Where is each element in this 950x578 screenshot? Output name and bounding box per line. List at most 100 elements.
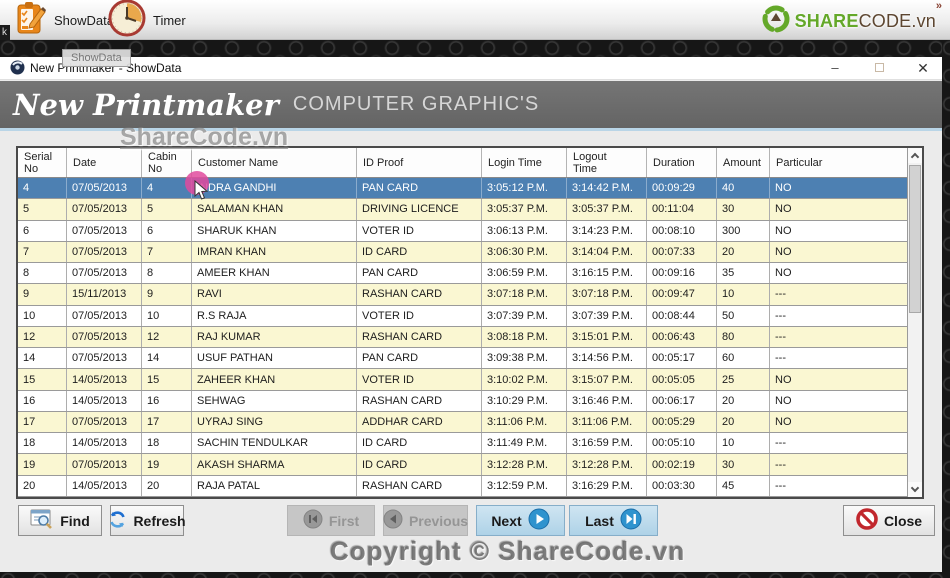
table-cell: 3:09:38 P.M.	[482, 348, 567, 369]
table-row[interactable]: 5 07/05/2013 5 SALAMAN KHAN DRIVING LICENCE 3…	[18, 199, 907, 221]
vertical-scrollbar[interactable]	[907, 148, 922, 497]
table-row[interactable]: 17 07/05/2013 17 UYRAJ SING ADDHAR CARD 3:11:…	[18, 411, 907, 434]
scroll-down-button[interactable]	[908, 482, 922, 497]
table-cell: 00:11:04	[647, 199, 717, 220]
chevron-down-icon	[910, 483, 920, 493]
column-header[interactable]: Amount	[717, 148, 770, 177]
next-button[interactable]: Next	[476, 505, 565, 536]
column-header[interactable]: ID Proof	[357, 148, 482, 177]
table-cell: 3:05:37 P.M.	[567, 199, 647, 220]
column-header[interactable]: Serial No	[18, 148, 67, 177]
table-cell: SEHWAG	[192, 390, 357, 411]
table-cell: 3:07:39 P.M.	[482, 305, 567, 326]
table-cell: 3:16:29 P.M.	[567, 475, 647, 496]
table-cell: ---	[775, 479, 786, 492]
table-cell: 15/11/2013	[67, 284, 142, 305]
column-header[interactable]: Login Time	[482, 148, 567, 177]
table-row[interactable]: 9 15/11/2013 9 RAVI RASHAN CARD 3:07:18 P.M. 3…	[18, 284, 907, 306]
previous-button[interactable]: Previous	[383, 505, 468, 536]
table-cell: ---	[775, 309, 786, 322]
app-banner: New Printmaker COMPUTER GRAPHIC'S	[0, 81, 942, 128]
last-button[interactable]: Last	[569, 505, 658, 536]
toolbar-overflow-chevrons[interactable]: »	[935, 0, 942, 12]
table-cell: 3:16:15 P.M.	[567, 263, 647, 284]
table-cell: 3:06:59 P.M.	[482, 263, 567, 284]
table-cell: 00:09:16	[647, 263, 717, 284]
window-close-button[interactable]: ✕	[917, 60, 929, 76]
toolbar-label-timer: Timer	[153, 12, 186, 28]
table-cell: ID CARD	[357, 454, 482, 475]
table-cell: 14/05/2013	[67, 390, 142, 411]
table-row[interactable]: 19 07/05/2013 19 AKASH SHARMA ID CARD 3:12:28…	[18, 454, 907, 476]
table-row[interactable]: 8 07/05/2013 8 AMEER KHAN PAN CARD 3:06:59 P.…	[18, 263, 907, 285]
toolbar-item-showdata[interactable]: ShowData	[12, 0, 114, 40]
table-cell: RAJA PATAL	[192, 475, 357, 496]
table-cell: 14/05/2013	[67, 369, 142, 390]
table-cell: 3:14:56 P.M.	[567, 348, 647, 369]
table-cell: NO	[775, 182, 792, 195]
table-cell: 12	[18, 326, 67, 348]
find-button[interactable]: Find	[18, 505, 102, 536]
table-row[interactable]: 16 14/05/2013 16 SEHWAG RASHAN CARD 3:10:29 P…	[18, 390, 907, 412]
table-cell: 300	[717, 220, 770, 241]
column-header[interactable]: Cabin No	[142, 148, 192, 177]
table-cell: 16	[18, 390, 67, 411]
column-header[interactable]: Particular	[770, 148, 907, 177]
table-cell: 18	[18, 433, 67, 454]
table-cell: IMRAN KHAN	[192, 241, 357, 263]
table-row[interactable]: 7 07/05/2013 7 IMRAN KHAN ID CARD 3:06:30 P.M…	[18, 241, 907, 264]
column-header[interactable]: Date	[67, 148, 142, 177]
column-header[interactable]: Customer Name	[192, 148, 357, 177]
table-row[interactable]: 14 07/05/2013 14 USUF PATHAN PAN CARD 3:09:38…	[18, 348, 907, 370]
table-cell: 00:08:10	[647, 220, 717, 241]
table-cell: R.S RAJA	[192, 305, 357, 326]
clock-icon	[108, 0, 146, 42]
watermark-top: ShareCode.vn	[120, 123, 289, 151]
close-button[interactable]: Close	[843, 505, 935, 536]
scrollbar-thumb[interactable]	[909, 165, 921, 313]
table-cell: NO	[775, 203, 792, 216]
table-row[interactable]: 6 07/05/2013 6 SHARUK KHAN VOTER ID 3:06:13 P…	[18, 220, 907, 242]
table-cell: 00:05:10	[647, 433, 717, 454]
table-cell: 3:10:29 P.M.	[482, 390, 567, 411]
table-cell: 80	[717, 326, 770, 348]
column-header-label: Particular	[776, 156, 823, 169]
minimize-button[interactable]: –	[831, 60, 839, 75]
table-row[interactable]: 18 14/05/2013 18 SACHIN TENDULKAR ID CARD 3:1…	[18, 433, 907, 455]
first-button[interactable]: First	[287, 505, 375, 536]
chevron-up-icon	[910, 152, 920, 162]
table-cell: 10	[717, 284, 770, 305]
table-cell: 50	[717, 305, 770, 326]
table-cell: 45	[717, 475, 770, 496]
table-cell: 20	[717, 390, 770, 411]
table-cell: 6	[142, 220, 192, 241]
toolbar-item-timer[interactable]: Timer	[108, 0, 186, 40]
table-cell: 15	[142, 369, 192, 390]
table-cell: 3:16:46 P.M.	[567, 390, 647, 411]
table-cell: 00:08:44	[647, 305, 717, 326]
column-header[interactable]: Logout Time	[567, 148, 647, 177]
table-row[interactable]: 10 07/05/2013 10 R.S RAJA VOTER ID 3:07:39 P.…	[18, 305, 907, 327]
tooltip: ShowData	[62, 49, 131, 67]
banner-accent-line	[0, 128, 942, 131]
table-cell: 3:11:49 P.M.	[482, 433, 567, 454]
table-cell: 10	[717, 433, 770, 454]
table-row[interactable]: 15 14/05/2013 15 ZAHEER KHAN VOTER ID 3:10:02…	[18, 369, 907, 391]
table-cell: 3:07:39 P.M.	[567, 305, 647, 326]
scroll-up-button[interactable]	[908, 148, 922, 163]
table-cell: 3:11:06 P.M.	[482, 411, 567, 433]
table-cell: 14	[18, 348, 67, 369]
maximize-button[interactable]	[866, 57, 892, 79]
window-titlebar[interactable]: New Printmaker - ShowData – ✕	[0, 57, 942, 80]
next-label: Next	[491, 512, 522, 529]
column-header[interactable]: Duration	[647, 148, 717, 177]
table-row[interactable]: 4 07/05/2013 4 INDRA GANDHI PAN CARD 3:05:12 …	[18, 178, 907, 200]
refresh-button[interactable]: Refresh	[110, 505, 186, 536]
table-cell: 00:02:19	[647, 454, 717, 475]
sharecode-logo: SHARE CODE.vn	[761, 5, 936, 36]
table-row[interactable]: 12 07/05/2013 12 RAJ KUMAR RASHAN CARD 3:08:1…	[18, 326, 907, 349]
table-cell: 00:05:05	[647, 369, 717, 390]
table-row[interactable]: 20 14/05/2013 20 RAJA PATAL RASHAN CARD 3:12:…	[18, 475, 907, 497]
table-cell: NO	[775, 267, 792, 280]
